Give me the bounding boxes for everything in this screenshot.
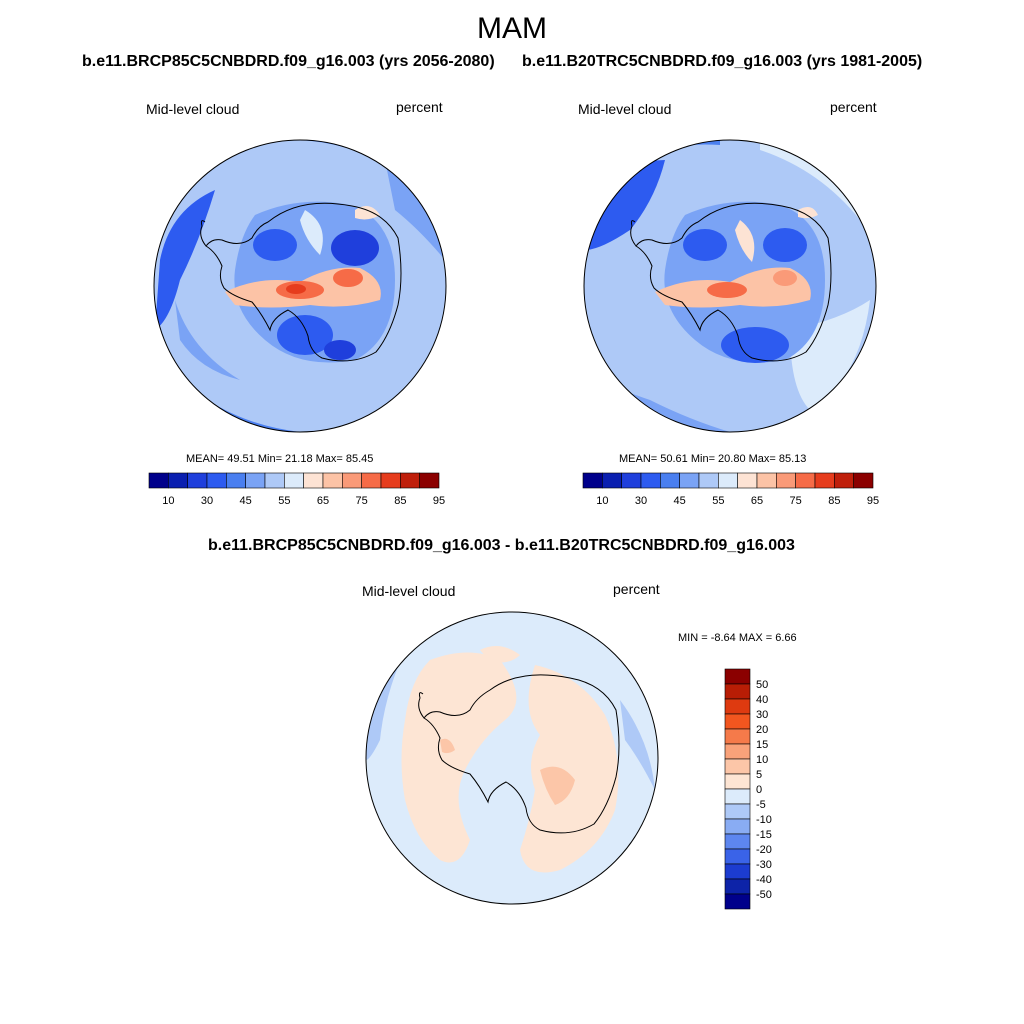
panel-1-units: percent bbox=[396, 99, 443, 115]
panel-2-units: percent bbox=[830, 99, 877, 115]
panel-2-colorbar-swatch bbox=[602, 472, 622, 489]
panel-2-stats: MEAN= 50.61 Min= 20.80 Max= 85.13 bbox=[619, 453, 807, 465]
diff-colorbar-swatch bbox=[724, 833, 751, 850]
panel-1-colorbar-tick-label: 75 bbox=[356, 495, 368, 507]
panel-2-colorbar: 10 30 45 55 65 75 85 95 bbox=[582, 472, 879, 507]
panel-1-colorbar-swatch bbox=[148, 472, 169, 489]
panel-2-colorbar-swatch bbox=[660, 472, 680, 489]
panel-1-variable: Mid-level cloud bbox=[146, 101, 240, 117]
diff-colorbar-tick-label: -40 bbox=[756, 874, 772, 886]
panel-1-colorbar-swatch bbox=[322, 472, 343, 489]
panel-2-colorbar-swatch bbox=[795, 472, 816, 489]
diff-stats: MIN = -8.64 MAX = 6.66 bbox=[678, 632, 797, 644]
panel-1-colorbar-tick-label: 65 bbox=[317, 495, 329, 507]
panel-2-colorbar-tick-label: 45 bbox=[674, 495, 686, 507]
panel-2-colorbar-swatch bbox=[582, 472, 603, 489]
diff-colorbar-tick-label: 40 bbox=[756, 694, 768, 706]
panel-2-colorbar-tick-label: 10 bbox=[596, 495, 608, 507]
panel-2-colorbar-swatch bbox=[698, 472, 719, 489]
diff-colorbar-swatch bbox=[724, 683, 751, 700]
panel-1-map bbox=[153, 139, 447, 433]
panel-2-colorbar-tick-label: 85 bbox=[828, 495, 840, 507]
panel-2-colorbar-swatch bbox=[621, 472, 642, 489]
panel-2-colorbar-tick-label: 65 bbox=[751, 495, 763, 507]
diff-colorbar-swatch bbox=[724, 773, 751, 790]
diff-colorbar-swatch bbox=[724, 863, 751, 880]
panel-1-colorbar-tick-label: 95 bbox=[433, 495, 445, 507]
diff-colorbar-swatch bbox=[724, 668, 751, 685]
panel-2-colorbar-swatch bbox=[834, 472, 854, 489]
panel-1-colorbar-swatch bbox=[361, 472, 382, 489]
panel-1-colorbar-tick-label: 45 bbox=[240, 495, 252, 507]
diff-colorbar-tick-label: 30 bbox=[756, 709, 768, 721]
diff-colorbar-swatch bbox=[724, 758, 751, 775]
panel-2-colorbar-swatch bbox=[814, 472, 835, 489]
panel-1-colorbar-swatch bbox=[380, 472, 401, 489]
panel-1-colorbar-swatch bbox=[168, 472, 188, 489]
diff-colorbar-swatch bbox=[724, 803, 751, 820]
panel-2-variable: Mid-level cloud bbox=[578, 101, 672, 117]
diff-colorbar-tick-label: -50 bbox=[756, 889, 772, 901]
diff-colorbar-swatch bbox=[724, 878, 751, 895]
panel-2-colorbar-swatch bbox=[756, 472, 777, 489]
diff-colorbar-tick-label: 50 bbox=[756, 679, 768, 691]
diff-colorbar-swatch bbox=[724, 818, 751, 835]
panel-1-colorbar-tick-label: 55 bbox=[278, 495, 290, 507]
panel-1-colorbar-swatch bbox=[400, 472, 420, 489]
panel-2-colorbar-swatch bbox=[718, 472, 738, 489]
panel-1-colorbar-swatch bbox=[419, 472, 440, 489]
diff-colorbar-tick-label: -10 bbox=[756, 814, 772, 826]
panel-2-colorbar-swatch bbox=[679, 472, 700, 489]
panel-1-colorbar-swatch bbox=[264, 472, 285, 489]
panel-1-colorbar: 10 30 45 55 65 75 85 95 bbox=[148, 472, 445, 507]
panel-1-colorbar-tick-label: 30 bbox=[201, 495, 213, 507]
diff-colorbar-tick-label: 10 bbox=[756, 754, 768, 766]
diff-colorbar-swatch bbox=[724, 893, 751, 910]
panel-2-colorbar-swatch bbox=[853, 472, 874, 489]
panel-2-colorbar-swatch bbox=[776, 472, 796, 489]
panel-1-colorbar-tick-label: 85 bbox=[394, 495, 406, 507]
panel-2-colorbar-swatch bbox=[737, 472, 758, 489]
diff-colorbar-swatch bbox=[724, 713, 751, 730]
diff-colorbar-tick-label: -20 bbox=[756, 844, 772, 856]
panel-1-colorbar-swatch bbox=[206, 472, 227, 489]
panel-1-colorbar-tick-label: 10 bbox=[162, 495, 174, 507]
panel-1-colorbar-swatch bbox=[226, 472, 246, 489]
figure-title: MAM bbox=[477, 12, 547, 45]
diff-colorbar-tick-label: 20 bbox=[756, 724, 768, 736]
panel-1-colorbar-swatch bbox=[245, 472, 266, 489]
panel-2-colorbar-tick-label: 95 bbox=[867, 495, 879, 507]
diff-units: percent bbox=[613, 581, 660, 597]
panel-1-colorbar-swatch bbox=[303, 472, 324, 489]
diff-colorbar-swatch bbox=[724, 788, 751, 805]
panel-1-colorbar-swatch bbox=[342, 472, 362, 489]
panel-2-colorbar-swatch bbox=[640, 472, 661, 489]
diff-map bbox=[365, 611, 659, 905]
diff-case-title: b.e11.BRCP85C5CNBDRD.f09_g16.003 - b.e11… bbox=[208, 537, 795, 554]
diff-colorbar-swatch bbox=[724, 728, 751, 745]
panel-1-colorbar-swatch bbox=[187, 472, 208, 489]
panel-2-colorbar-tick-label: 75 bbox=[790, 495, 802, 507]
diff-colorbar-tick-label: 0 bbox=[756, 784, 762, 796]
diff-variable: Mid-level cloud bbox=[362, 583, 456, 599]
panel-2-map bbox=[583, 139, 877, 433]
diff-colorbar-tick-label: -15 bbox=[756, 829, 772, 841]
diff-colorbar-tick-label: 5 bbox=[756, 769, 762, 781]
diff-colorbar-tick-label: -30 bbox=[756, 859, 772, 871]
panel-1-stats: MEAN= 49.51 Min= 21.18 Max= 85.45 bbox=[186, 453, 374, 465]
panel-2-colorbar-tick-label: 30 bbox=[635, 495, 647, 507]
diff-colorbar-tick-label: 15 bbox=[756, 739, 768, 751]
diff-colorbar-swatch bbox=[724, 698, 751, 715]
panel-2-case-title: b.e11.B20TRC5CNBDRD.f09_g16.003 (yrs 198… bbox=[522, 53, 923, 70]
diff-colorbar-swatch bbox=[724, 743, 751, 760]
panel-1-colorbar-swatch bbox=[284, 472, 304, 489]
panel-1-case-title: b.e11.BRCP85C5CNBDRD.f09_g16.003 (yrs 20… bbox=[82, 53, 495, 70]
diff-colorbar-tick-label: -5 bbox=[756, 799, 766, 811]
diff-colorbar-swatch bbox=[724, 848, 751, 865]
panel-2-colorbar-tick-label: 55 bbox=[712, 495, 724, 507]
